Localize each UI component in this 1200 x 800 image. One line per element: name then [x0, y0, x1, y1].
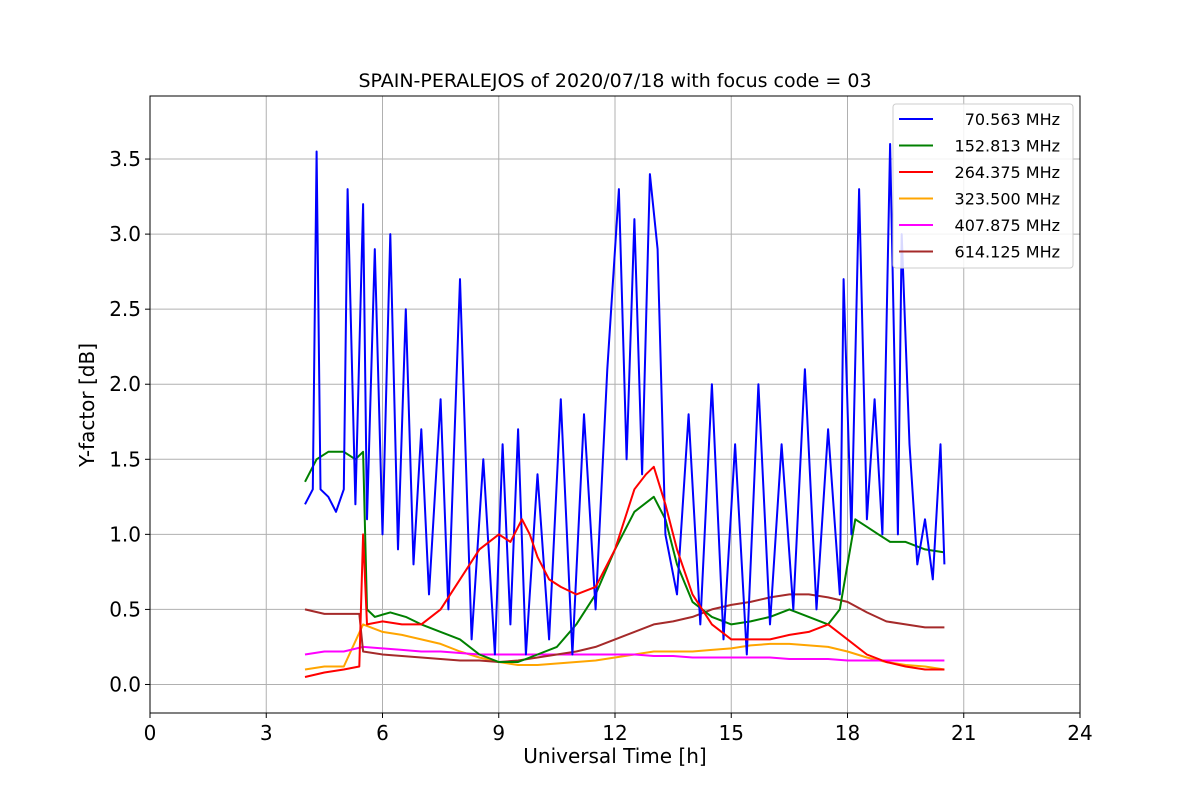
x-tick-label: 21 [951, 721, 976, 745]
y-tick-label: 3.0 [109, 222, 141, 246]
series-line-2 [304, 465, 945, 678]
legend-label: 323.500 MHz [955, 190, 1060, 209]
y-tick-label: 0.5 [109, 597, 141, 621]
legend-label: 614.125 MHz [955, 243, 1060, 262]
series-line-3 [304, 623, 945, 671]
legend-label: 264.375 MHz [955, 163, 1060, 182]
y-tick-label: 1.0 [109, 522, 141, 546]
x-tick-label: 18 [835, 721, 860, 745]
y-tick-label: 3.5 [109, 147, 141, 171]
series-lines [304, 143, 946, 678]
legend-label: 70.563 MHz [965, 110, 1060, 129]
x-tick-label: 24 [1067, 721, 1092, 745]
x-axis-label: Universal Time [h] [523, 744, 706, 768]
legend-box [892, 103, 1074, 269]
y-tick-label: 1.5 [109, 447, 141, 471]
x-tick-label: 9 [492, 721, 505, 745]
series-line-1 [304, 450, 945, 663]
x-tick-label: 6 [376, 721, 389, 745]
x-tick-label: 12 [602, 721, 627, 745]
chart-title: SPAIN-PERALEJOS of 2020/07/18 with focus… [358, 70, 871, 92]
legend-label: 152.813 MHz [955, 137, 1060, 156]
series-line-5 [304, 593, 945, 663]
legend-label: 407.875 MHz [955, 216, 1060, 235]
series-line-4 [304, 645, 945, 662]
axis-ticks: 0 3 6 9 12 15 18 21 24 0.0 0.5 1.0 1.5 2.0 2.5 3.0 3.5 [109, 147, 1093, 745]
x-tick-label: 0 [144, 721, 157, 745]
y-axis-label: Y-factor [dB] [75, 343, 99, 468]
series-line-0 [304, 143, 946, 656]
y-tick-label: 2.5 [109, 297, 141, 321]
y-tick-label: 0.0 [109, 672, 141, 696]
x-tick-label: 15 [719, 721, 744, 745]
x-tick-label: 3 [260, 721, 273, 745]
legend: 70.563 MHz 152.813 MHz 264.375 MHz 323.500 … [892, 103, 1074, 269]
y-tick-label: 2.0 [109, 372, 141, 396]
